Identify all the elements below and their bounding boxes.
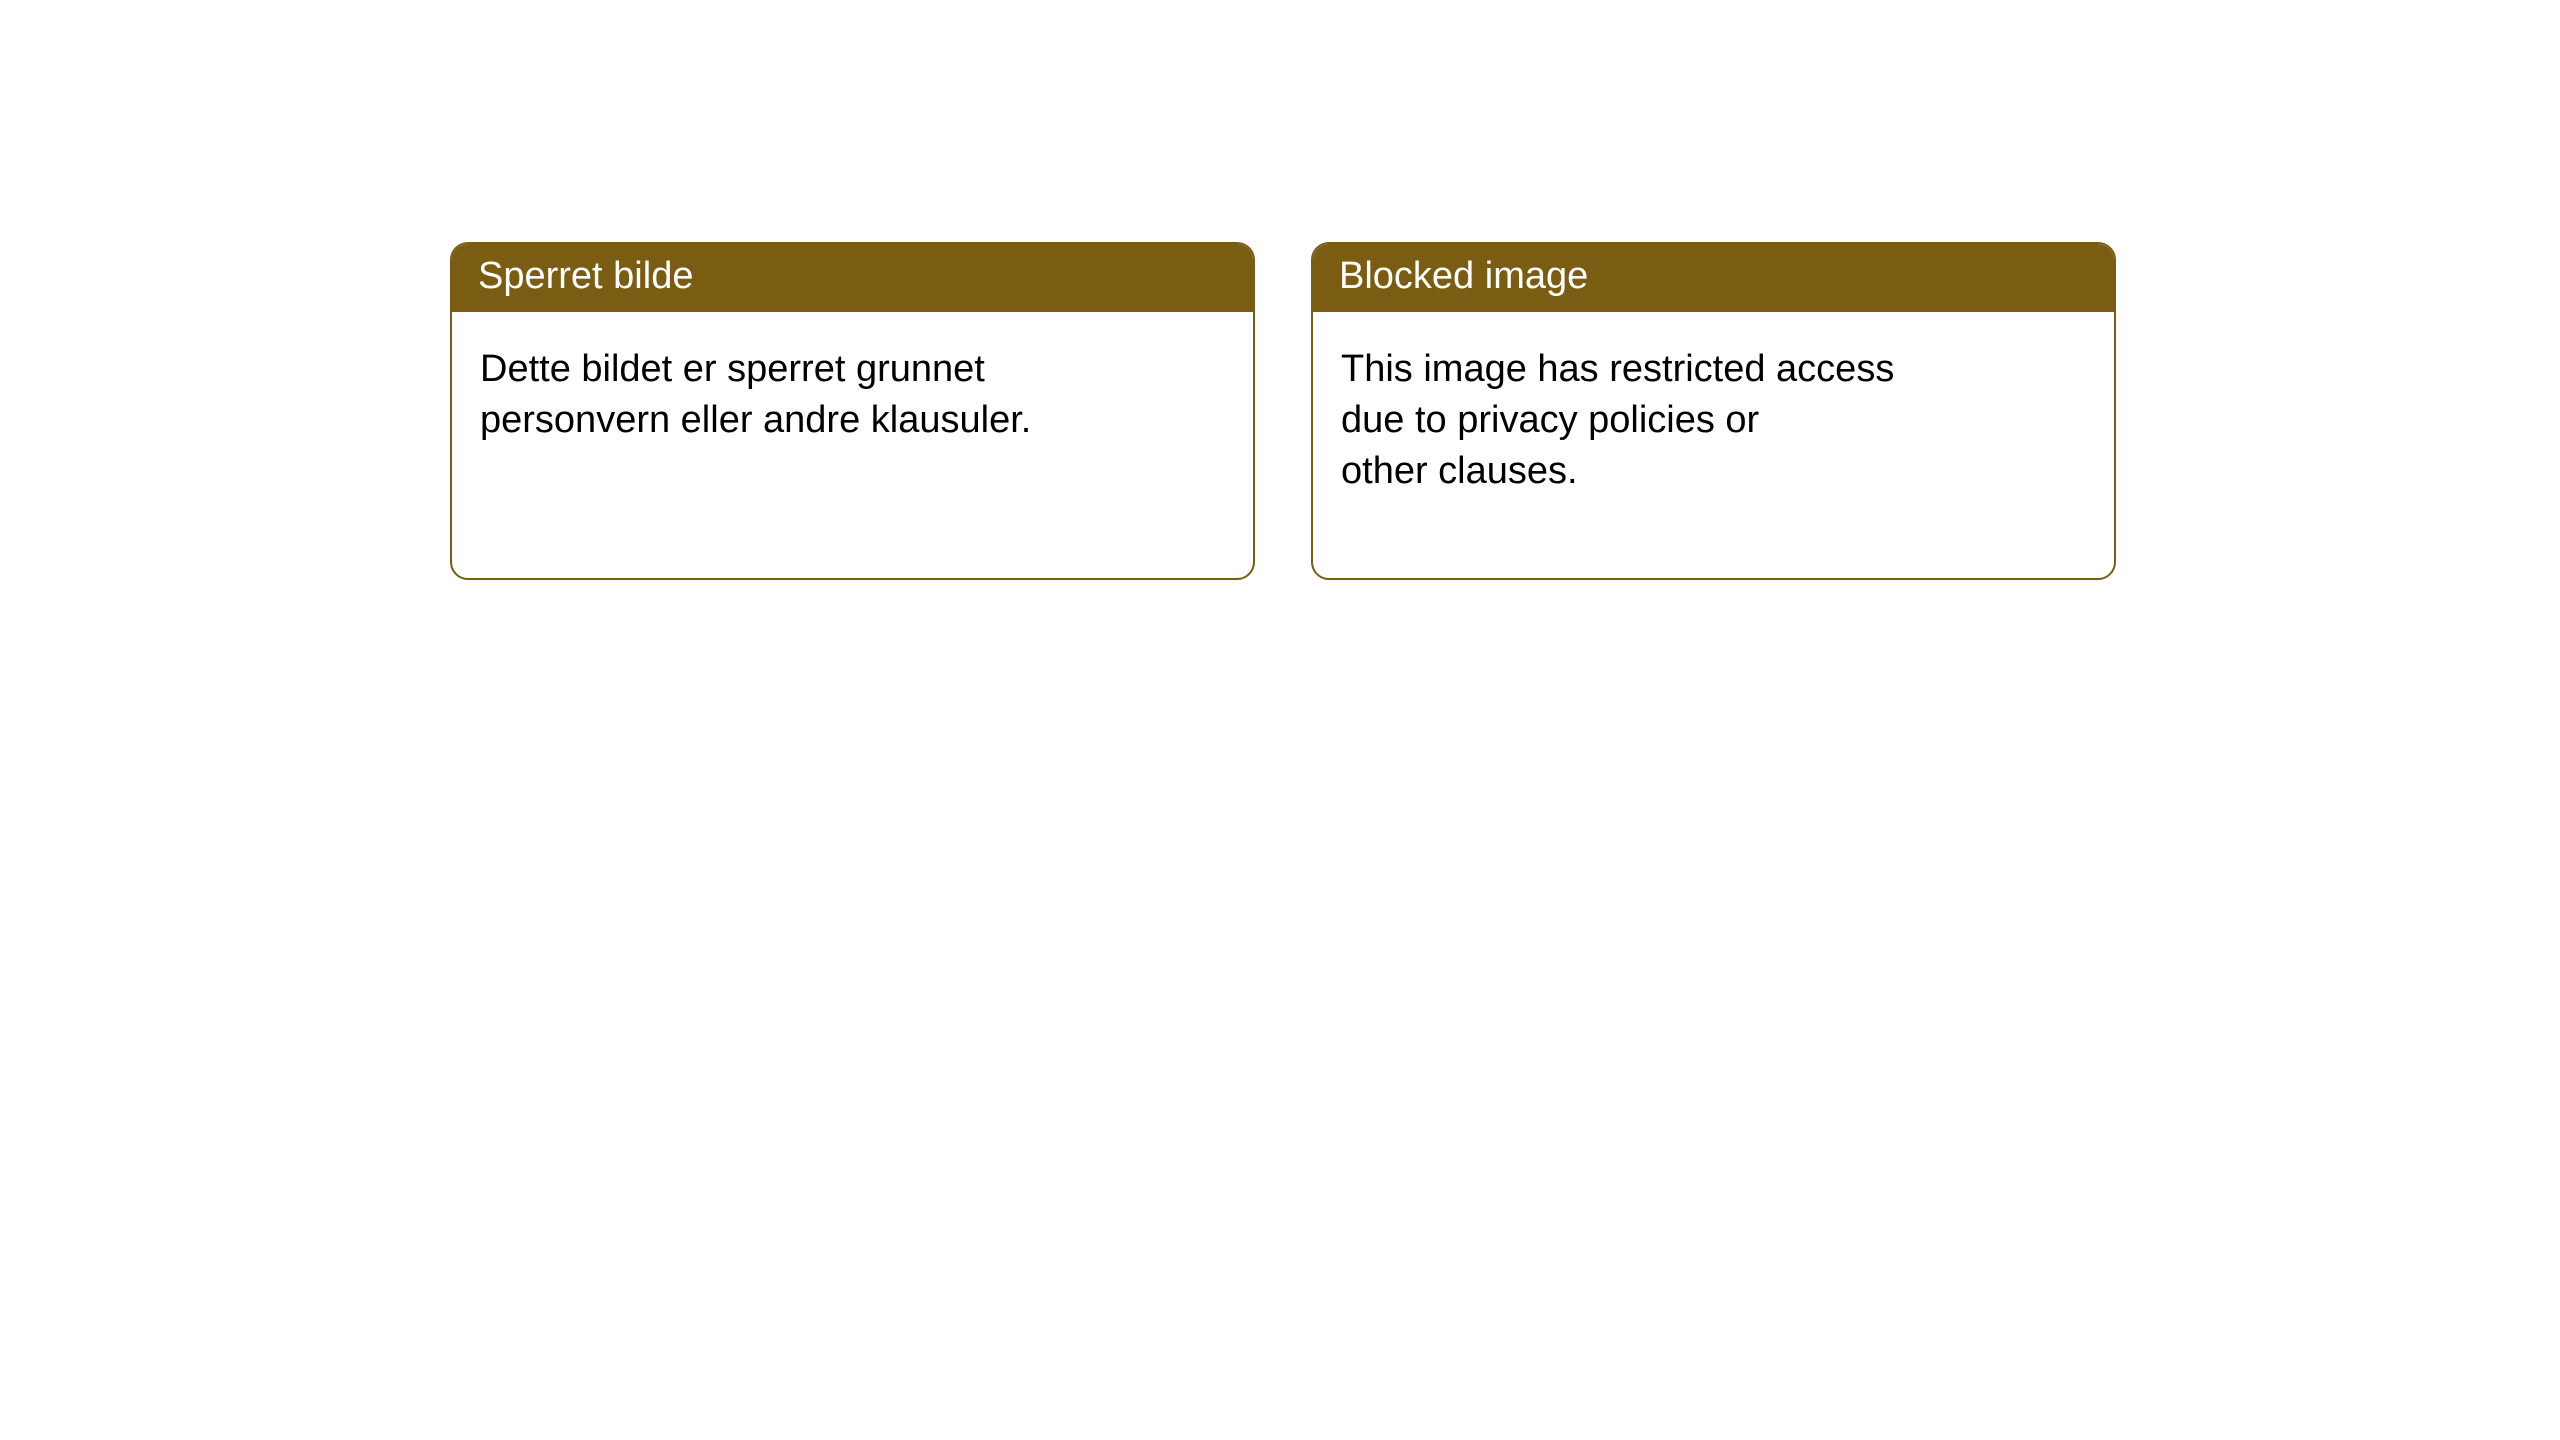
notice-title: Blocked image [1313, 244, 2114, 312]
notice-card-norwegian: Sperret bilde Dette bildet er sperret gr… [450, 242, 1255, 580]
notice-card-english: Blocked image This image has restricted … [1311, 242, 2116, 580]
notice-body: This image has restricted access due to … [1313, 312, 2114, 530]
notice-container: Sperret bilde Dette bildet er sperret gr… [0, 0, 2560, 580]
notice-body: Dette bildet er sperret grunnet personve… [452, 312, 1253, 479]
notice-title: Sperret bilde [452, 244, 1253, 312]
